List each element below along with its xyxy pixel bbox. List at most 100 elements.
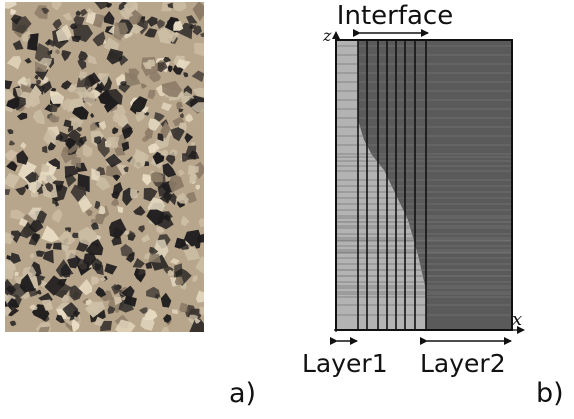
grain (6, 97, 20, 110)
grain (120, 81, 127, 86)
grain (94, 2, 111, 10)
grain (127, 230, 135, 239)
grain (51, 2, 63, 11)
grain (106, 48, 124, 65)
grain (161, 327, 170, 332)
grain (73, 322, 80, 329)
grain (175, 192, 189, 204)
grain (85, 209, 93, 216)
grain (125, 252, 135, 263)
grain (118, 298, 134, 313)
grain (168, 173, 185, 193)
grain (112, 127, 119, 135)
grain (148, 118, 161, 131)
grain (194, 42, 204, 57)
grain (173, 2, 187, 12)
grain (192, 2, 204, 22)
grain (139, 307, 148, 315)
grain (118, 55, 129, 66)
grain (140, 317, 155, 331)
grain (142, 61, 152, 70)
grain (109, 218, 127, 239)
grain (55, 24, 72, 42)
grain (35, 289, 42, 295)
grain (166, 18, 177, 26)
grain (17, 76, 29, 88)
grain (94, 81, 105, 94)
grain (23, 228, 33, 237)
grain (31, 171, 39, 181)
grain (157, 62, 168, 73)
grain (42, 145, 48, 154)
grain (141, 234, 151, 243)
grain (52, 242, 62, 250)
grain (7, 129, 14, 135)
grain (92, 13, 105, 28)
grain (18, 217, 28, 227)
interface-diagram: Interface z x Layer1 Layer2 (302, 1, 525, 378)
grain (104, 263, 118, 275)
grain (34, 74, 39, 80)
grain (60, 244, 70, 252)
grain (167, 65, 173, 73)
grain (30, 190, 39, 198)
grain (189, 318, 204, 332)
grain (99, 276, 106, 283)
grain (153, 239, 169, 258)
grain (174, 237, 187, 249)
grain (140, 83, 147, 89)
grain (181, 215, 190, 227)
grain (82, 143, 93, 158)
grain (78, 71, 88, 81)
grain (163, 314, 172, 323)
grain (128, 9, 143, 27)
grain (192, 274, 198, 282)
grain (170, 126, 185, 142)
grain (20, 141, 27, 150)
grain (161, 80, 183, 98)
grain (76, 126, 82, 132)
grain (183, 229, 202, 249)
grain (6, 298, 20, 308)
grain (88, 72, 101, 86)
grain (77, 59, 87, 70)
grain (167, 2, 174, 9)
grain (71, 232, 79, 238)
grain (187, 150, 200, 160)
grain (154, 112, 165, 122)
grain (160, 121, 171, 140)
grain (146, 286, 161, 299)
grain (69, 285, 83, 301)
grain (5, 189, 11, 196)
grain (27, 92, 41, 108)
grain (91, 168, 100, 182)
grain (168, 149, 178, 156)
grain (25, 78, 31, 85)
grain (121, 123, 133, 134)
grain (61, 50, 72, 62)
grain (75, 10, 82, 16)
grain (147, 89, 156, 100)
grain (16, 150, 29, 165)
grain (90, 112, 95, 119)
grain (42, 249, 54, 264)
grain (176, 59, 191, 70)
grain (117, 206, 124, 214)
grain (86, 7, 93, 15)
grain (106, 2, 112, 8)
grain (148, 253, 161, 263)
grain (78, 279, 93, 296)
grain (133, 205, 146, 216)
grain (39, 171, 57, 186)
grain (198, 217, 204, 228)
grain (32, 109, 45, 125)
grain (41, 225, 60, 243)
grain (164, 214, 171, 222)
grain (194, 318, 201, 324)
grain (5, 172, 21, 189)
grain (178, 122, 187, 131)
grain (183, 72, 189, 78)
grain (67, 125, 74, 133)
grain (29, 252, 35, 259)
grain (8, 140, 15, 146)
